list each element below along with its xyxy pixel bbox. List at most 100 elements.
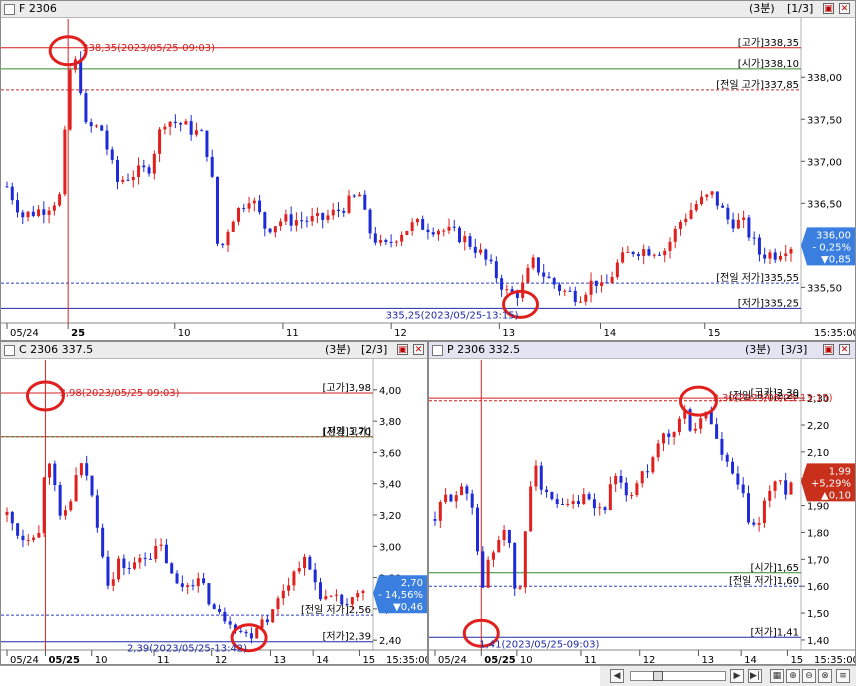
candle-body [210,156,214,177]
close-icon[interactable]: ✕ [839,344,850,355]
candle-body [566,504,570,506]
zoom-in-icon[interactable]: ⊕ [786,669,800,683]
current-price: 336,00 [816,230,851,241]
maximize-icon[interactable]: ▣ [823,3,834,14]
candle-body [589,280,593,295]
y-tick-label: 337,50 [807,115,842,126]
high-price-note: 338,35(2023/05/25-09:03) [82,43,215,54]
scroll-end-icon[interactable]: ▶| [748,669,762,683]
candle-body [778,480,782,482]
candle-body [700,196,704,205]
y-tick-label: 1,60 [807,582,829,593]
candle-body [594,280,598,286]
candle-body [173,121,177,123]
candle-body [10,511,14,524]
candle-body [768,252,772,259]
candle-body [308,556,312,570]
candle-body [615,262,619,277]
zoom-reset-icon[interactable]: ⊗ [818,669,832,683]
zoom-out-icon[interactable]: ⊖ [802,669,816,683]
maximize-icon[interactable]: ▣ [823,344,834,355]
candle-body [608,484,612,511]
candle-body [294,220,298,226]
candle-body [180,583,184,587]
change-value: ▼0,46 [393,602,423,613]
candle-body [268,228,272,233]
candle-body [231,221,235,232]
candle-body [5,186,9,188]
candle-body [489,259,493,262]
candle-body [215,176,219,244]
candle-body [726,207,730,220]
candle-body [672,432,676,438]
scroll-left-icon[interactable]: ◀ [610,669,624,683]
y-tick-label: 3,20 [379,511,401,522]
close-icon[interactable]: ✕ [839,3,850,14]
candle-body [152,153,156,174]
candle-body [21,535,25,541]
candle-body [122,558,126,569]
x-tick-label: 25 [71,328,85,339]
candle-body [276,598,280,610]
candle-body [228,621,232,625]
candlestick-chart[interactable]: 338,00 337,50 337,00 336,50 335,50 05/24 25 10 1… [1,1,856,341]
candle-body [247,203,251,209]
y-tick-label: 2,40 [379,636,401,647]
candle-body [110,149,114,160]
candle-body [85,463,89,476]
candle-body [715,191,719,206]
x-tick-label: 12 [643,655,656,665]
candle-body [226,231,230,246]
candle-body [663,250,667,256]
candle-body [297,568,301,572]
candle-body [447,226,451,231]
x-tick-label: 14 [316,655,329,665]
candle-body [545,489,549,493]
candle-body [518,587,522,589]
maximize-icon[interactable]: ▣ [397,344,408,355]
zoom-slider-knob[interactable] [653,671,663,681]
candle-body [95,495,99,528]
candle-body [289,214,293,226]
panel-select-checkbox[interactable] [4,4,15,15]
candle-body [163,126,167,130]
settings-icon[interactable]: ≡ [836,669,850,683]
candle-body [784,480,788,495]
scroll-right-icon[interactable]: ▶ [730,669,744,683]
candle-body [400,234,404,242]
ref-line-label: [전일 저가]1,60 [729,575,799,587]
panel-title: C 2306 337.5 [19,343,94,356]
candle-body [555,499,559,505]
candlestick-chart[interactable]: 4,003,803,603,403,203,002,802,602,4005/2… [1,342,428,665]
candle-body [90,475,94,496]
candle-body [244,631,248,634]
candle-body [336,209,340,211]
x-last-time-label: 15:35:00 [814,655,856,665]
fit-icon[interactable]: ▦ [770,669,784,683]
candle-body [491,552,495,560]
high-marker-circle [25,380,65,412]
candle-body [138,557,142,563]
candle-body [587,494,591,500]
change-percent: - 0,25% [812,242,851,253]
current-price-badge [801,463,855,502]
candle-body [486,559,490,588]
y-tick-label: 1,90 [807,502,829,513]
candle-body [552,278,556,285]
x-tick-label: 15 [708,328,721,339]
candle-body [500,278,504,290]
zoom-slider[interactable] [630,671,726,681]
candle-body [473,246,477,253]
candle-body [773,481,777,491]
candle-body [273,226,277,233]
close-icon[interactable]: ✕ [413,344,424,355]
candle-body [287,585,291,591]
candle-body [626,251,630,253]
change-value: ▲0,10 [821,490,851,501]
panel-select-checkbox[interactable] [432,345,443,356]
ref-line-label: [전일 저가]335,55 [716,272,799,284]
y-tick-label: 1,40 [807,636,829,647]
candle-body [63,510,67,516]
candlestick-chart[interactable]: 2,302,202,102,001,901,801,701,601,501,40… [429,342,856,665]
panel-select-checkbox[interactable] [4,345,15,356]
